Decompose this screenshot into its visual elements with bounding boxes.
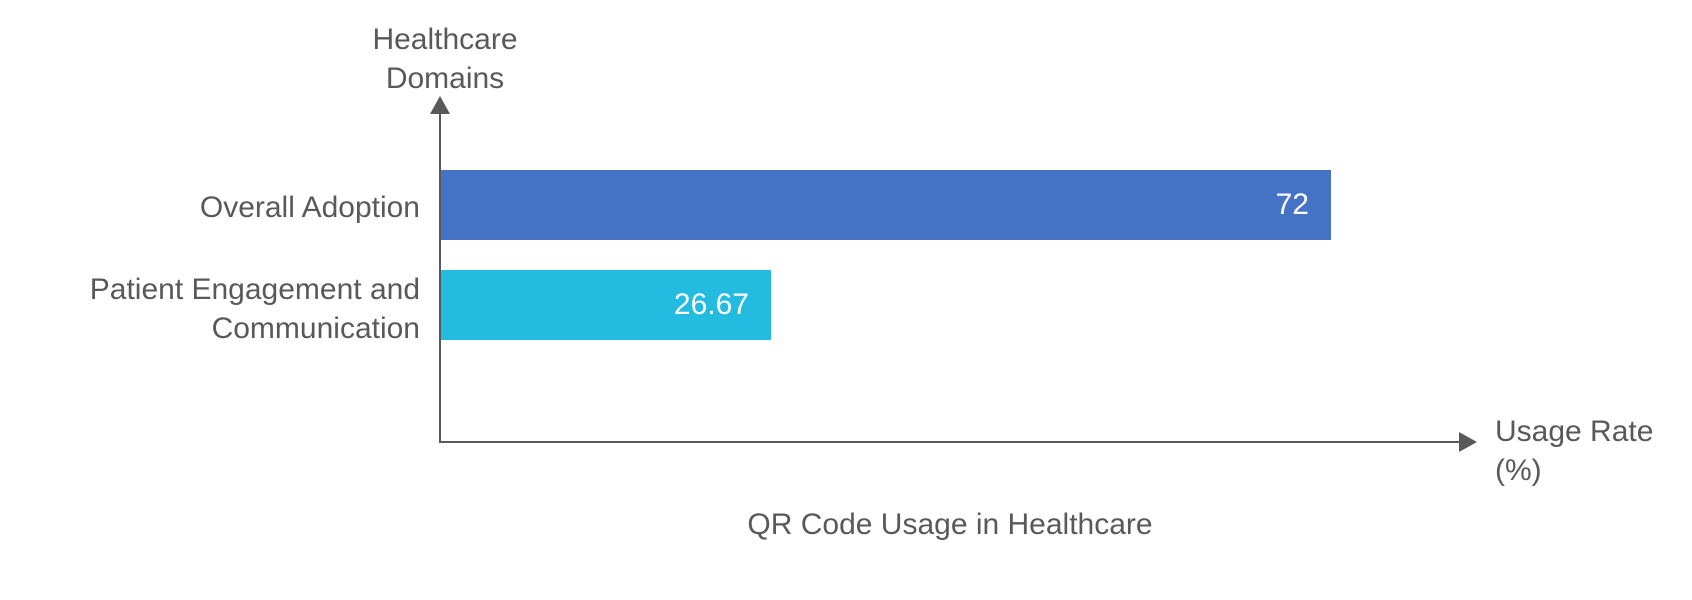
- x-axis-title-line1: Usage Rate: [1495, 415, 1653, 448]
- x-axis-line: [439, 441, 1461, 443]
- x-axis-arrowhead-icon: [1459, 432, 1477, 452]
- y-axis-title-line1: Healthcare: [372, 23, 517, 56]
- bar-label: Overall Adoption: [0, 188, 420, 227]
- y-axis-title: Healthcare Domains: [320, 20, 570, 98]
- x-axis-title: Usage Rate (%): [1495, 412, 1653, 490]
- bar-label: Patient Engagement and Communication: [0, 270, 420, 348]
- bar-label-line1: Overall Adoption: [200, 191, 420, 224]
- y-axis-title-line2: Domains: [386, 62, 504, 95]
- bar: 26.67: [441, 270, 771, 340]
- bar-chart: Healthcare Domains Usage Rate (%) Overal…: [0, 0, 1692, 600]
- bar-value: 26.67: [674, 288, 749, 322]
- bar-label-line2: Communication: [212, 312, 420, 345]
- bar-value: 72: [1276, 188, 1309, 222]
- x-axis-title-line2: (%): [1495, 454, 1542, 487]
- chart-title: QR Code Usage in Healthcare: [440, 508, 1460, 542]
- y-axis-arrowhead-icon: [430, 96, 450, 114]
- bar: 72: [441, 170, 1331, 240]
- bar-label-line1: Patient Engagement and: [90, 273, 420, 306]
